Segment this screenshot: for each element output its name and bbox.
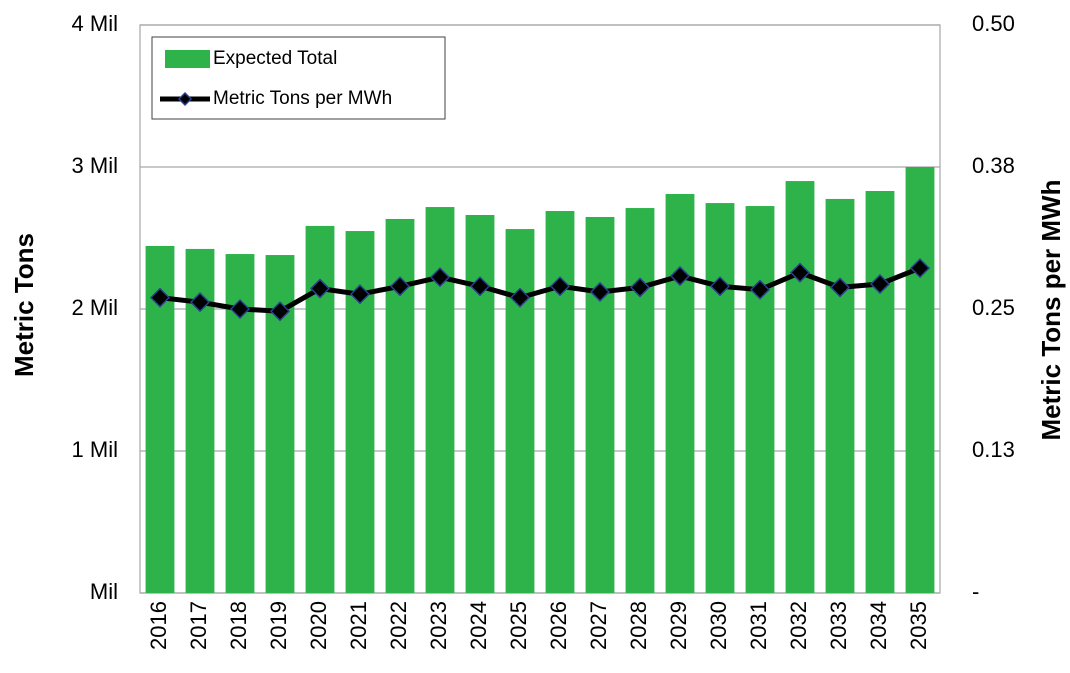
x-tick-label: 2026 (546, 601, 571, 650)
bar (705, 203, 735, 593)
bar (545, 211, 575, 593)
legend-marker (177, 91, 193, 107)
x-tick-label: 2021 (346, 601, 371, 650)
bar (625, 208, 655, 593)
x-tick-label: 2016 (146, 601, 171, 650)
y-tick-label: 2 Mil (72, 295, 118, 320)
marker (789, 262, 811, 283)
x-tick-label: 2024 (466, 601, 491, 650)
marker (509, 287, 531, 308)
x-tick-label: 2034 (866, 601, 891, 650)
marker (869, 273, 891, 295)
legend-label: Metric Tons per MWh (213, 88, 392, 109)
legend-swatch (165, 50, 210, 68)
x-tick-label: 2022 (386, 601, 411, 650)
x-tick-label: 2033 (826, 601, 851, 650)
y-tick-label: 3 Mil (72, 153, 118, 178)
x-tick-label: 2025 (506, 601, 531, 650)
bar (505, 229, 535, 593)
bar (465, 214, 495, 593)
marker (429, 267, 451, 288)
x-tick-label: 2029 (666, 601, 691, 650)
marker (269, 301, 291, 322)
x-tick-label: 2035 (906, 601, 931, 650)
y-tick-label: 1 Mil (72, 437, 118, 462)
marker (749, 279, 771, 300)
bar (585, 216, 615, 593)
y-tick-label: 4 Mil (72, 11, 118, 36)
bar (425, 207, 455, 593)
y2-tick-label: 0.13 (972, 437, 1015, 462)
x-tick-label: 2017 (186, 601, 211, 650)
marker (469, 276, 491, 297)
x-tick-label: 2028 (626, 601, 651, 650)
x-tick-label: 2019 (266, 601, 291, 650)
x-tick-label: 2018 (226, 601, 251, 650)
bar (905, 167, 935, 593)
bar (785, 181, 815, 594)
marker (189, 292, 211, 313)
bar (385, 218, 415, 594)
x-tick-label: 2030 (706, 601, 731, 650)
marker (549, 276, 571, 297)
y2-tick-label: 0.50 (972, 11, 1015, 36)
bar (745, 206, 775, 594)
legend-label: Expected Total (213, 48, 337, 69)
x-tick-label: 2032 (786, 601, 811, 650)
x-tick-label: 2031 (746, 601, 771, 650)
bar (665, 193, 695, 594)
marker (829, 277, 851, 298)
marker (629, 277, 651, 298)
marker (149, 287, 171, 308)
marker (669, 265, 691, 287)
marker (909, 258, 931, 279)
y2-axis-title: Metric Tons per MWh (1036, 180, 1066, 441)
marker (229, 298, 251, 320)
x-tick-label: 2027 (586, 601, 611, 650)
y2-tick-label: 0.25 (972, 295, 1015, 320)
y2-tick-label: 0.38 (972, 153, 1015, 178)
marker (589, 281, 611, 303)
y2-tick-label: - (972, 579, 979, 604)
x-tick-label: 2020 (306, 601, 331, 650)
marker (389, 276, 411, 297)
marker (309, 278, 331, 299)
y-tick-label: Mil (90, 579, 118, 604)
y-axis-title: Metric Tons (9, 233, 39, 377)
marker (709, 276, 731, 297)
marker (349, 284, 371, 305)
bar (865, 190, 895, 594)
plot-border (139, 24, 941, 594)
bar (825, 198, 855, 593)
x-tick-label: 2023 (426, 601, 451, 650)
